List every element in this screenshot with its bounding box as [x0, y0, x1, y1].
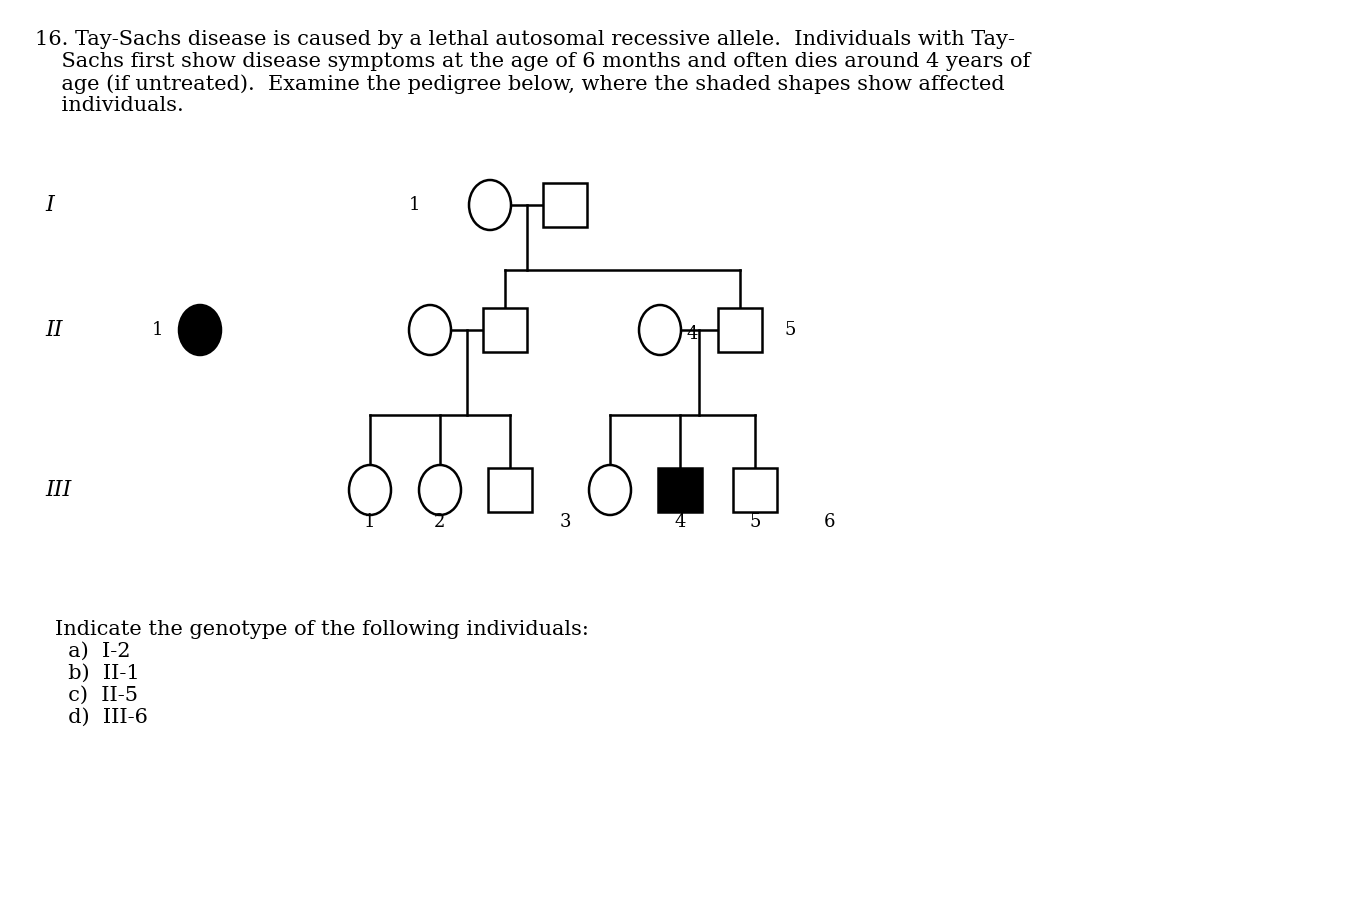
Bar [733, 468, 777, 512]
Ellipse shape [419, 465, 460, 515]
Bar [718, 308, 762, 352]
Text: individuals.: individuals. [36, 96, 184, 115]
Text: c)  II-5: c) II-5 [55, 686, 138, 705]
Text: 1: 1 [152, 321, 164, 339]
Ellipse shape [179, 305, 221, 355]
Text: 2: 2 [434, 513, 445, 531]
Text: 4: 4 [674, 513, 686, 531]
Ellipse shape [349, 465, 390, 515]
Text: 5: 5 [749, 513, 760, 531]
Text: a)  I-2: a) I-2 [55, 642, 130, 661]
Text: 4: 4 [686, 325, 697, 343]
Bar [484, 308, 527, 352]
Text: 1: 1 [410, 196, 421, 214]
Text: 16. Tay-Sachs disease is caused by a lethal autosomal recessive allele.  Individ: 16. Tay-Sachs disease is caused by a let… [36, 30, 1015, 49]
Text: d)  III-6: d) III-6 [55, 708, 148, 727]
Text: I: I [45, 194, 53, 216]
Ellipse shape [589, 465, 632, 515]
Text: III: III [45, 479, 71, 501]
Text: age (if untreated).  Examine the pedigree below, where the shaded shapes show af: age (if untreated). Examine the pedigree… [36, 74, 1004, 93]
Bar [488, 468, 532, 512]
Text: II: II [45, 319, 63, 341]
Ellipse shape [638, 305, 681, 355]
Ellipse shape [410, 305, 451, 355]
Text: 1: 1 [364, 513, 375, 531]
Text: 5: 5 [784, 321, 796, 339]
Text: Sachs first show disease symptoms at the age of 6 months and often dies around 4: Sachs first show disease symptoms at the… [36, 52, 1030, 71]
Text: 6: 6 [825, 513, 836, 531]
Ellipse shape [469, 180, 511, 230]
Text: 3: 3 [559, 513, 571, 531]
Text: Indicate the genotype of the following individuals:: Indicate the genotype of the following i… [55, 620, 589, 639]
Bar [658, 468, 701, 512]
Text: b)  II-1: b) II-1 [55, 664, 140, 683]
Bar [543, 183, 586, 227]
